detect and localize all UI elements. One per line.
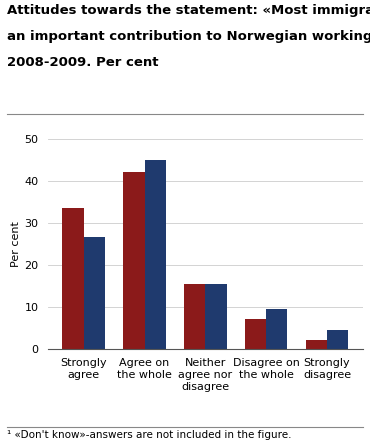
Bar (306, 340, 327, 349)
Bar (245, 319, 266, 349)
Bar (184, 283, 205, 349)
Text: 2008-2009. Per cent: 2008-2009. Per cent (7, 56, 159, 69)
Bar (123, 172, 145, 349)
Bar (145, 160, 166, 349)
Bar (63, 208, 84, 349)
Bar (266, 309, 287, 349)
Text: an important contribution to Norwegian working life»¹.: an important contribution to Norwegian w… (7, 30, 370, 43)
Bar (327, 330, 348, 349)
Bar (84, 237, 105, 349)
Bar (205, 283, 227, 349)
Text: Attitudes towards the statement: «Most immigrants make: Attitudes towards the statement: «Most i… (7, 4, 370, 17)
Y-axis label: Per cent: Per cent (11, 221, 21, 266)
Text: ¹ «Don't know»-answers are not included in the figure.: ¹ «Don't know»-answers are not included … (7, 430, 292, 440)
